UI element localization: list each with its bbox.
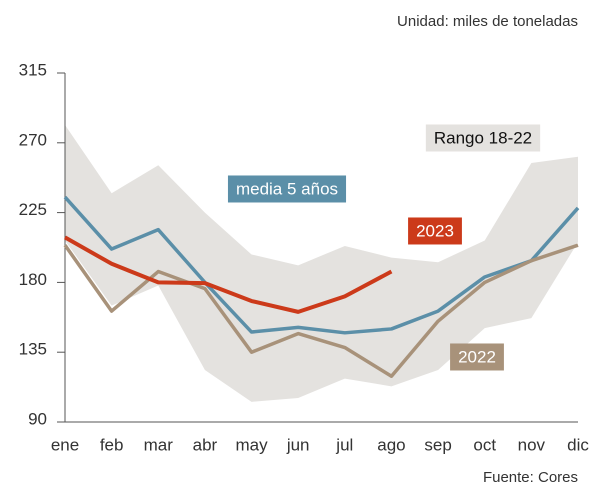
x-tick-label: jul <box>335 435 353 454</box>
band-label: Rango 18-22 <box>434 128 532 147</box>
y-tick-label: 315 <box>19 60 47 79</box>
x-tick-label: nov <box>518 435 546 454</box>
x-tick-label: jun <box>286 435 310 454</box>
x-tick-label: dic <box>567 435 589 454</box>
y-tick-label: 90 <box>28 409 47 428</box>
series-label: 2022 <box>458 347 496 366</box>
series-label: media 5 años <box>236 179 338 198</box>
series-line <box>63 195 580 335</box>
y-tick-label: 135 <box>19 340 47 359</box>
y-tick-label: 270 <box>19 130 47 149</box>
series-label-box <box>408 217 462 245</box>
series-label: 2023 <box>416 221 454 240</box>
range-band <box>65 124 578 402</box>
series-label-box <box>227 175 347 203</box>
x-tick-label: ene <box>51 435 79 454</box>
source: Fuente: Cores <box>483 469 578 486</box>
band-label-box <box>425 124 541 152</box>
x-tick-label: abr <box>193 435 218 454</box>
x-tick-label: oct <box>473 435 496 454</box>
series-line <box>64 235 393 314</box>
x-tick-label: may <box>235 435 268 454</box>
x-tick-label: feb <box>100 435 124 454</box>
x-tick-label: mar <box>144 435 174 454</box>
x-tick-label: ago <box>377 435 405 454</box>
y-tick-label: 225 <box>19 200 47 219</box>
x-tick-label: sep <box>424 435 451 454</box>
series-label-box <box>450 343 504 371</box>
y-tick-label: 180 <box>19 270 47 289</box>
unit-note: Unidad: miles de toneladas <box>397 13 578 30</box>
